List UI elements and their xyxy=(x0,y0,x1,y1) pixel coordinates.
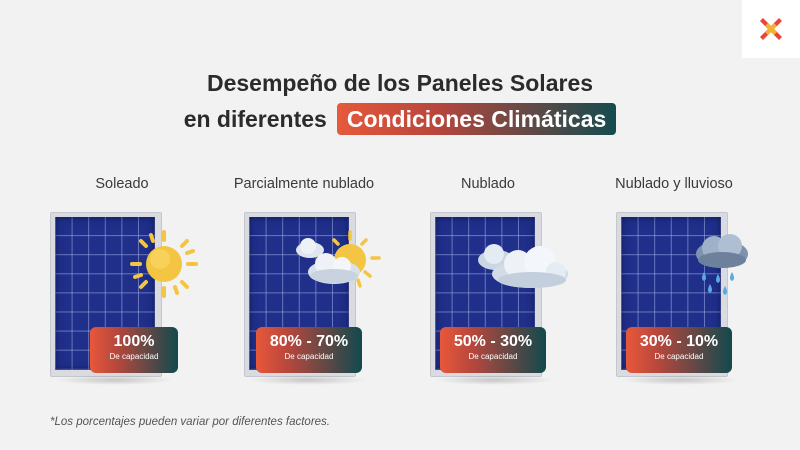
title-line1: Desempeño de los Paneles Solares xyxy=(206,70,594,96)
capacity-badge: 80% - 70% De capacidad xyxy=(256,327,362,373)
condition-card-nublado-lluvioso: Nublado y lluvioso 30% - 10% De capacida… xyxy=(584,176,764,396)
condition-label: Nublado y lluvioso xyxy=(615,176,733,192)
capacity-percent: 80% - 70% xyxy=(269,333,349,350)
capacity-badge: 100% De capacidad xyxy=(90,327,178,373)
condition-label: Parcialmente nublado xyxy=(233,176,375,192)
condition-card-parcialmente-nublado: Parcialmente nublado 80% - 70% De capaci… xyxy=(214,176,394,396)
condition-card-soleado: Soleado 100% De capacidad xyxy=(32,176,212,396)
condition-label: Nublado xyxy=(460,176,515,192)
sun-behind-cloud-icon xyxy=(296,230,381,288)
capacity-label: De capacidad xyxy=(284,352,334,361)
brand-logo xyxy=(742,0,800,58)
condition-label: Soleado xyxy=(95,176,149,192)
rain-cloud-icon xyxy=(696,234,748,295)
capacity-label: De capacidad xyxy=(468,352,518,361)
sun-icon xyxy=(130,230,198,298)
footnote: *Los porcentajes pueden variar por difer… xyxy=(50,416,330,428)
title-line2: en diferentes Condiciones Climáticas xyxy=(0,102,800,136)
page-title: Desempeño de los Paneles Solares en dife… xyxy=(0,66,800,136)
capacity-percent: 100% xyxy=(113,333,155,350)
title-prefix: en diferentes xyxy=(183,106,327,132)
capacity-badge: 30% - 10% De capacidad xyxy=(626,327,732,373)
condition-card-nublado: Nublado 50% - 30% De capacidad xyxy=(398,176,578,396)
cloud-icon xyxy=(478,244,568,288)
capacity-label: De capacidad xyxy=(109,352,159,361)
capacity-percent: 50% - 30% xyxy=(453,333,533,350)
capacity-badge: 50% - 30% De capacidad xyxy=(440,327,546,373)
capacity-label: De capacidad xyxy=(654,352,704,361)
cross-logo-icon xyxy=(760,18,782,40)
title-highlight: Condiciones Climáticas xyxy=(336,103,617,135)
capacity-percent: 30% - 10% xyxy=(639,333,719,350)
